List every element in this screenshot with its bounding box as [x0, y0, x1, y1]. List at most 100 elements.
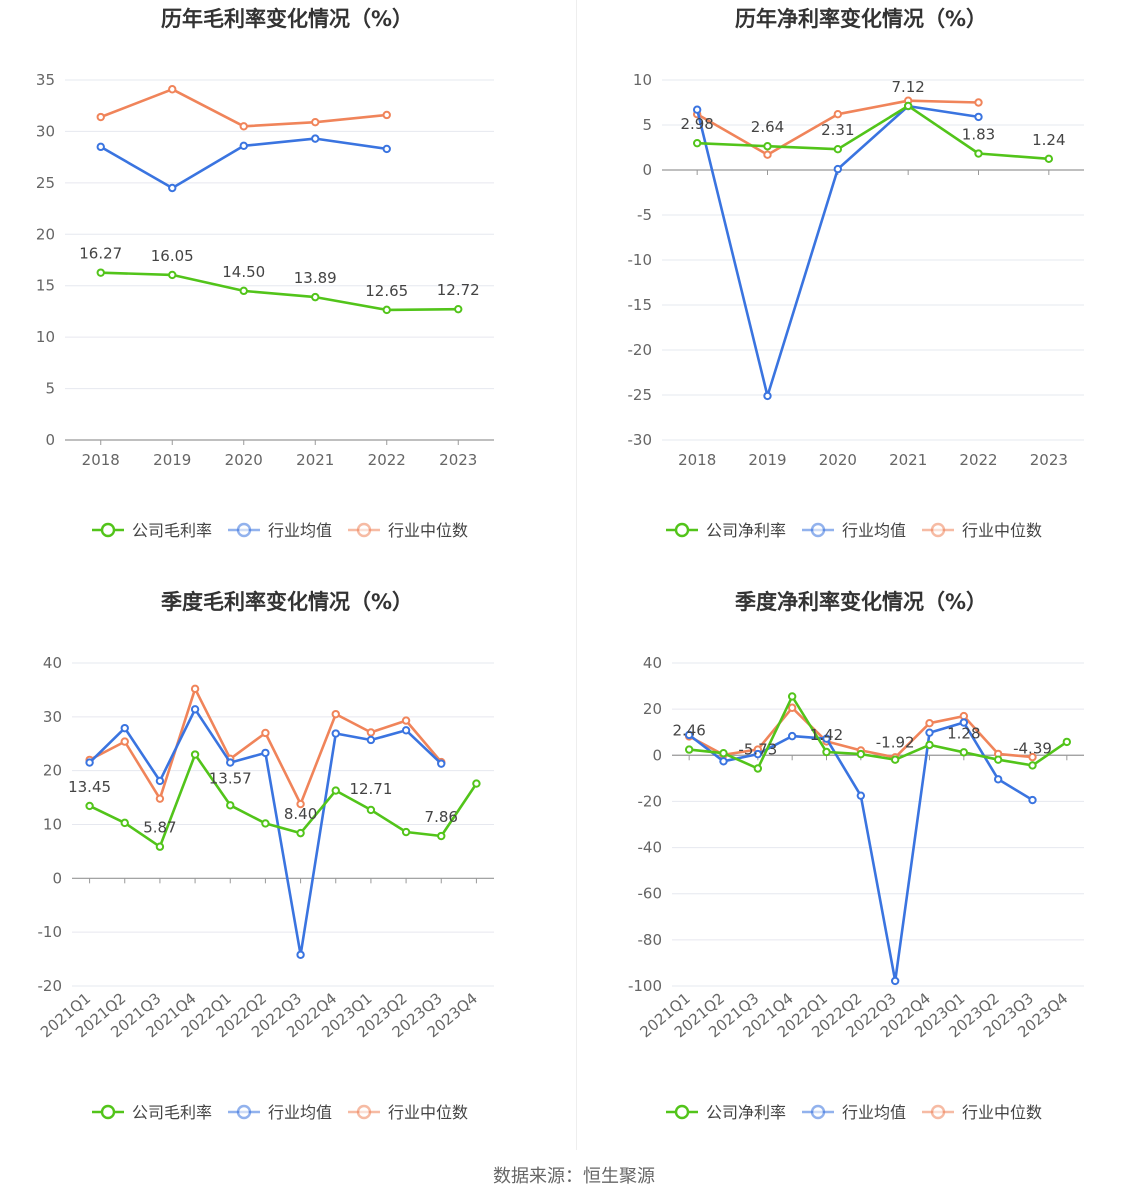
data-point-avg [692, 105, 702, 114]
data-point-median [1028, 752, 1037, 762]
data-point-company [190, 750, 200, 759]
legend-swatch-marker [810, 1104, 826, 1120]
data-label: 13.89 [294, 269, 337, 287]
data-point-avg [261, 748, 270, 758]
data-label: 2.64 [751, 118, 784, 136]
data-point-company [401, 827, 411, 837]
chart-title: 历年净利率变化情况（%） [735, 7, 987, 31]
x-tick-label: 2023 [439, 451, 477, 469]
data-point-company [719, 749, 728, 758]
series-line-company [697, 104, 1049, 161]
y-tick-label: 20 [36, 225, 55, 243]
data-point-median [120, 737, 129, 746]
y-tick-label: 10 [43, 816, 62, 834]
data-point-avg [366, 735, 376, 745]
data-point-median [833, 110, 843, 119]
data-point-company [763, 142, 772, 151]
data-point-company [856, 749, 866, 759]
data-point-avg [311, 134, 320, 143]
data-point-company [85, 801, 94, 811]
data-point-company [296, 828, 305, 838]
data-point-avg [168, 183, 177, 193]
data-point-avg [833, 164, 843, 174]
y-tick-label: 40 [43, 654, 62, 672]
legend-label: 行业中位数 [962, 521, 1042, 540]
y-tick-label: -10 [628, 251, 653, 269]
data-point-avg [190, 705, 200, 714]
y-tick-label: -100 [628, 977, 662, 995]
legend-label: 行业中位数 [962, 1103, 1042, 1122]
chart-annual-gross-margin: 历年毛利率变化情况（%） 0 5 10 15 20 25 30 35 2018 2019 2020 20… [0, 0, 574, 583]
data-label: 7.12 [891, 78, 924, 96]
data-label: 1.28 [947, 724, 980, 742]
data-point-avg [382, 144, 391, 154]
legend-swatch-marker [930, 522, 946, 538]
y-tick-label: 10 [633, 71, 652, 89]
x-tick-label: 2019 [153, 451, 191, 469]
y-tick-label: -15 [628, 296, 653, 314]
chart-quarterly-gross-margin: 季度毛利率变化情况（%） -20 -10 0 10 20 30 40 2021Q1 2021Q2 2… [0, 583, 574, 1166]
y-tick-label: 25 [36, 174, 55, 192]
legend-label: 公司净利率 [706, 1103, 786, 1122]
panel-divider [576, 0, 577, 1150]
data-point-company [366, 805, 376, 815]
data-label: 14.50 [222, 263, 265, 281]
data-point-avg [331, 729, 340, 738]
legend-swatch-marker [356, 1104, 372, 1120]
data-point-median [382, 110, 391, 120]
data-point-company [1044, 154, 1054, 164]
data-point-company [903, 101, 913, 111]
y-tick-label: 30 [36, 122, 55, 140]
x-tick-label: 2020 [225, 451, 263, 469]
y-tick-label: 20 [643, 700, 662, 718]
y-tick-label: -20 [38, 977, 63, 995]
data-point-avg [96, 142, 105, 152]
data-point-avg [719, 757, 728, 766]
data-point-avg [296, 950, 305, 959]
series-line-median [100, 88, 387, 128]
data-point-company [331, 786, 340, 795]
data-point-avg [925, 728, 934, 737]
chart-title: 季度净利率变化情况（%） [735, 590, 987, 614]
data-point-company [974, 149, 983, 158]
x-tick-label: 2021 [296, 451, 334, 469]
legend-swatch-marker [236, 1104, 252, 1120]
x-tick-label: 2022 [959, 451, 997, 469]
data-point-company [993, 755, 1003, 764]
y-tick-label: 15 [36, 277, 55, 295]
y-tick-label: -25 [628, 386, 653, 404]
chart-svg: 季度毛利率变化情况（%）-20-100102030402021Q12021Q22… [37, 590, 494, 1122]
data-point-median [959, 711, 969, 721]
data-point-median [261, 728, 270, 738]
x-tick-label: 2022 [368, 451, 406, 469]
data-point-avg [120, 723, 129, 733]
data-point-median [311, 117, 320, 127]
data-point-avg [974, 112, 983, 122]
data-point-company [311, 292, 320, 302]
data-point-median [366, 728, 376, 737]
y-tick-label: 0 [45, 431, 55, 449]
data-source-note: 数据来源：恒生聚源 [493, 1166, 655, 1187]
data-point-company [437, 831, 446, 841]
data-point-avg [401, 726, 411, 735]
y-tick-label: -80 [638, 931, 663, 949]
chart-title: 季度毛利率变化情况（%） [161, 590, 413, 614]
data-point-avg [753, 749, 763, 759]
y-tick-label: 0 [52, 869, 62, 887]
legend-label: 公司毛利率 [132, 1103, 212, 1122]
legend-label: 公司毛利率 [132, 521, 212, 540]
data-label: 13.45 [68, 778, 111, 796]
data-point-company [261, 819, 270, 828]
data-point-company [1028, 761, 1037, 770]
legend-label: 行业均值 [268, 521, 332, 540]
legend-label: 行业中位数 [388, 521, 468, 540]
legend-swatch-marker [100, 1104, 116, 1120]
legend-swatch-marker [674, 1104, 690, 1120]
legend-label: 行业均值 [842, 1103, 906, 1122]
data-point-avg [822, 734, 831, 743]
data-point-avg [85, 758, 94, 767]
data-point-company [454, 304, 463, 314]
chart-title: 历年毛利率变化情况（%） [161, 7, 413, 31]
y-tick-label: 10 [36, 328, 55, 346]
data-point-company [822, 747, 831, 757]
